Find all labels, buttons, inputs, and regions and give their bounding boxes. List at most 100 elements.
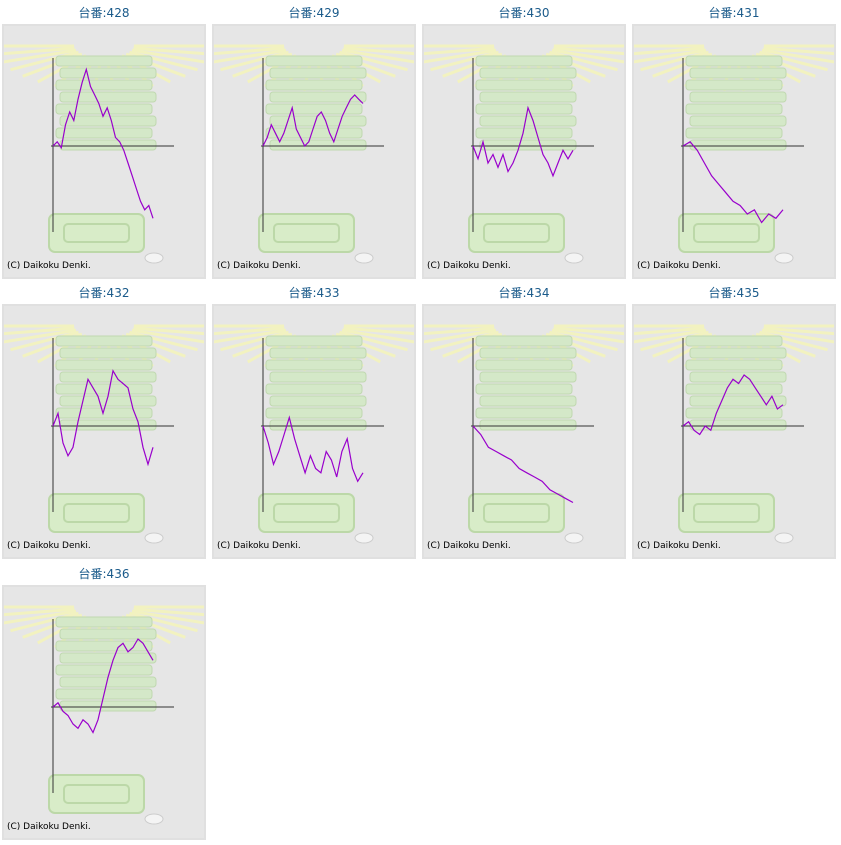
- line-chart: [634, 324, 834, 544]
- medal-coin: [354, 252, 374, 264]
- copyright-text: (C) Daikoku Denki.: [217, 261, 301, 271]
- drum-stripe: [269, 371, 367, 383]
- machine-number-title[interactable]: 台番:428: [78, 6, 130, 20]
- tray-inner: [483, 503, 550, 523]
- graph-frame[interactable]: (C) Daikoku Denki.: [212, 24, 416, 279]
- drum-stripe: [685, 103, 783, 115]
- sunburst-ray: [214, 326, 285, 336]
- line-chart: [4, 324, 204, 544]
- data-series-line: [262, 415, 364, 483]
- sunburst-ray: [551, 328, 624, 344]
- background-illustration: [4, 44, 204, 264]
- drum-stripe: [479, 115, 577, 127]
- graph-frame[interactable]: (C) Daikoku Denki.: [212, 304, 416, 559]
- chart-panel-428: 台番:428 (C) Daikoku Denki.: [2, 4, 206, 279]
- machine-number-title[interactable]: 台番:430: [498, 6, 550, 20]
- graph-frame[interactable]: (C) Daikoku Denki.: [422, 24, 626, 279]
- drum-stripe: [479, 395, 577, 407]
- machine-number-title[interactable]: 台番:434: [498, 286, 550, 300]
- tray-inner: [273, 503, 340, 523]
- drum-stripe: [59, 628, 157, 640]
- drum-stripe: [479, 419, 577, 431]
- line-chart: [214, 324, 414, 544]
- sunburst-ray: [4, 326, 75, 336]
- copyright-text: (C) Daikoku Denki.: [637, 261, 721, 271]
- drum-stripe: [479, 139, 577, 151]
- machine-number-title[interactable]: 台番:429: [288, 6, 340, 20]
- drum-stripe: [269, 395, 367, 407]
- medal-coin: [564, 532, 584, 544]
- copyright-text: (C) Daikoku Denki.: [7, 541, 91, 551]
- medal-coin: [354, 532, 374, 544]
- graph-frame[interactable]: (C) Daikoku Denki.: [632, 24, 836, 279]
- sunburst-ray: [129, 611, 198, 633]
- drum-stripe: [59, 347, 157, 359]
- sunburst-ray: [10, 50, 79, 72]
- machine-number-title[interactable]: 台番:433: [288, 286, 340, 300]
- drum-stripe: [59, 371, 157, 383]
- drum-stripe: [55, 127, 153, 139]
- graph-frame[interactable]: (C) Daikoku Denki.: [2, 24, 206, 279]
- drum-stripe: [269, 91, 367, 103]
- sunburst-ray: [214, 46, 285, 56]
- graph-frame[interactable]: (C) Daikoku Denki.: [632, 304, 836, 559]
- drum-stripe: [265, 359, 363, 371]
- sunburst-ray: [634, 46, 705, 56]
- tray-inner: [693, 223, 760, 243]
- drum-stripe: [265, 79, 363, 91]
- drum-stripe: [269, 115, 367, 127]
- drum-stripe: [685, 127, 783, 139]
- drum-stripe: [689, 91, 787, 103]
- sunburst-ray: [640, 330, 709, 352]
- medal-coin: [144, 252, 164, 264]
- sunburst-ray: [4, 607, 75, 617]
- background-illustration: [4, 324, 204, 544]
- sunburst-ray: [339, 50, 408, 72]
- drum-stripe: [269, 347, 367, 359]
- sunburst-ray: [761, 328, 834, 344]
- sunburst-ray: [430, 50, 499, 72]
- graph-frame[interactable]: (C) Daikoku Denki.: [422, 304, 626, 559]
- background-illustration: [214, 324, 414, 544]
- chart-panel-431: 台番:431 (C) Daikoku Denki.: [632, 4, 836, 279]
- chart-panel-429: 台番:429 (C) Daikoku Denki.: [212, 4, 416, 279]
- sunburst-ray: [761, 48, 834, 64]
- drum-stripe: [55, 383, 153, 395]
- chart-panel-432: 台番:432 (C) Daikoku Denki.: [2, 284, 206, 559]
- sunburst-ray: [549, 50, 618, 72]
- graph-frame[interactable]: (C) Daikoku Denki.: [2, 585, 206, 840]
- background-illustration: [424, 44, 624, 264]
- line-chart: [634, 44, 834, 264]
- medal-coin: [144, 813, 164, 825]
- sunburst-ray: [10, 611, 79, 633]
- medal-coin: [774, 532, 794, 544]
- sunburst-ray: [553, 326, 624, 336]
- copyright-text: (C) Daikoku Denki.: [427, 261, 511, 271]
- drum-stripe: [59, 91, 157, 103]
- drum-stripe: [59, 67, 157, 79]
- machine-number-title[interactable]: 台番:431: [708, 6, 760, 20]
- machine-number-title[interactable]: 台番:435: [708, 286, 760, 300]
- sunburst-ray: [131, 609, 204, 625]
- background-illustration: [214, 44, 414, 264]
- machine-number-title[interactable]: 台番:432: [78, 286, 130, 300]
- drum-stripe: [689, 371, 787, 383]
- sunburst-ray: [133, 46, 204, 56]
- copyright-text: (C) Daikoku Denki.: [7, 822, 91, 832]
- line-chart: [424, 44, 624, 264]
- graph-frame[interactable]: (C) Daikoku Denki.: [2, 304, 206, 559]
- chart-panel-430: 台番:430 (C) Daikoku Denki.: [422, 4, 626, 279]
- chart-panel-434: 台番:434 (C) Daikoku Denki.: [422, 284, 626, 559]
- sunburst-ray: [10, 330, 79, 352]
- tray-inner: [63, 784, 130, 804]
- data-series-line: [472, 105, 574, 178]
- drum-stripe: [265, 335, 363, 347]
- sunburst-ray: [131, 48, 204, 64]
- medal-coin: [564, 252, 584, 264]
- sunburst-ray: [341, 328, 414, 344]
- sunburst-ray: [4, 46, 75, 56]
- background-illustration: [634, 44, 834, 264]
- machine-number-title[interactable]: 台番:436: [78, 567, 130, 581]
- medal-coin: [144, 532, 164, 544]
- drum-stripe: [265, 103, 363, 115]
